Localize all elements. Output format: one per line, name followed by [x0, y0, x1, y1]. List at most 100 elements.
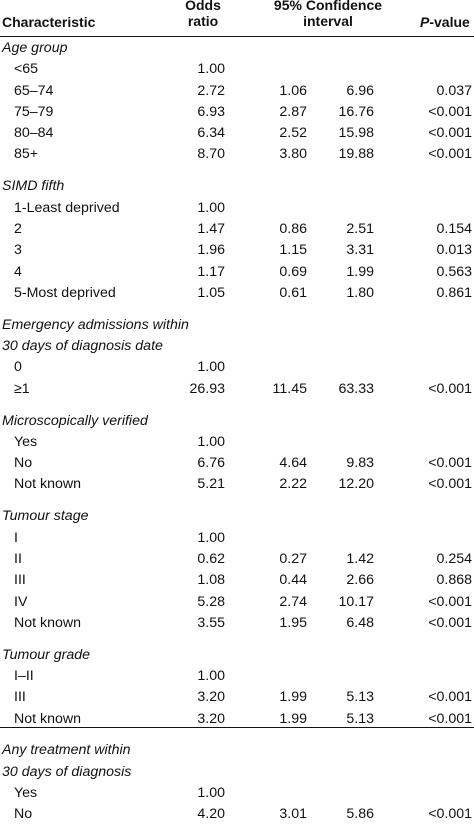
odds-ratio-value: 1.00 [197, 433, 225, 450]
odds-ratio-value: 26.93 [189, 380, 225, 397]
odds-ratio-value: 1.00 [197, 529, 225, 546]
odds-ratio-value: 1.96 [197, 242, 225, 259]
header-ci-line2: interval [303, 13, 353, 29]
odds-ratio-value: 1.05 [197, 284, 225, 301]
p-value: <0.001 [428, 614, 472, 631]
p-value: 0.037 [436, 82, 472, 99]
ci-lower-value: 1.06 [279, 82, 307, 99]
header-p-value: P-value [420, 14, 470, 30]
ci-upper-value: 6.96 [346, 82, 374, 99]
group-title-row: SIMD fifth [0, 176, 474, 197]
odds-ratio-value: 1.00 [197, 199, 225, 216]
table-row: I 1.00 [0, 528, 474, 549]
ci-lower-value: 2.22 [279, 476, 307, 493]
group-title-row: Age group [0, 38, 474, 59]
ci-lower-value: 4.64 [279, 455, 307, 472]
row-label: Yes [14, 785, 38, 802]
odds-ratio-value: 4.20 [197, 806, 225, 823]
row-label: Yes [14, 433, 38, 450]
group-title-row: 30 days of diagnosis [0, 762, 474, 783]
row-label: Not known [14, 710, 82, 727]
ci-upper-value: 12.20 [338, 476, 374, 493]
ci-upper-value: 10.17 [338, 593, 374, 610]
odds-ratio-value: 1.08 [197, 572, 225, 589]
odds-ratio-value: 5.21 [197, 476, 225, 493]
ci-upper-value: 1.99 [346, 263, 374, 280]
group-title-row: Microscopically verified [0, 411, 474, 432]
table-row: IV 5.28 2.74 10.17 <0.001 [0, 592, 474, 613]
table-row: 80–84 6.34 2.52 15.98 <0.001 [0, 123, 474, 144]
table-row: ≥1 26.93 11.45 63.33 <0.001 [0, 379, 474, 400]
group-spacer [0, 634, 474, 645]
p-value: <0.001 [428, 103, 472, 120]
odds-ratio-value: 1.47 [197, 220, 225, 237]
ci-upper-value: 1.42 [346, 550, 374, 567]
p-value: <0.001 [428, 146, 472, 163]
row-label: II [14, 550, 22, 567]
p-value: <0.001 [428, 689, 472, 706]
odds-ratio-value: 1.00 [197, 359, 225, 376]
group-title-row: Tumour stage [0, 506, 474, 527]
header-rule [0, 36, 474, 37]
row-label: III [14, 689, 26, 706]
table-body: Age group <65 1.00 65–74 2.72 1.06 6.96 0.037 75… [0, 38, 474, 826]
odds-ratio-value: 3.55 [197, 614, 225, 631]
odds-ratio-value: 1.00 [197, 785, 225, 802]
ci-upper-value: 5.13 [346, 710, 374, 727]
table-row: Yes 1.00 [0, 432, 474, 453]
p-value: 0.563 [436, 263, 472, 280]
p-value: 0.013 [436, 242, 472, 259]
table-row: 2 1.47 0.86 2.51 0.154 [0, 219, 474, 240]
ci-upper-value: 6.48 [346, 614, 374, 631]
group-title-row: 30 days of diagnosis date [0, 336, 474, 357]
ci-upper-value: 2.66 [346, 572, 374, 589]
group-title: SIMD fifth [2, 178, 65, 195]
odds-ratio-value: 5.28 [197, 593, 225, 610]
ci-lower-value: 2.87 [279, 103, 307, 120]
odds-ratio-value: 2.72 [197, 82, 225, 99]
table-row: 85+ 8.70 3.80 19.88 <0.001 [0, 144, 474, 165]
ci-upper-value: 9.83 [346, 455, 374, 472]
table-row: 0 1.00 [0, 357, 474, 378]
table-row: 5-Most deprived 1.05 0.61 1.80 0.861 [0, 283, 474, 304]
ci-upper-value: 15.98 [338, 125, 374, 142]
table-row: 1-Least deprived 1.00 [0, 198, 474, 219]
row-label: 5-Most deprived [14, 284, 116, 301]
ci-upper-value: 5.86 [346, 806, 374, 823]
ci-upper-value: 2.51 [346, 220, 374, 237]
row-label: No [14, 455, 33, 472]
group-title: Any treatment within [2, 742, 131, 759]
odds-ratio-value: 6.93 [197, 103, 225, 120]
row-label: Not known [14, 614, 82, 631]
group-title-row: Emergency admissions within [0, 315, 474, 336]
table-row: Not known 3.20 1.99 5.13 <0.001 [0, 709, 474, 730]
header-ci-line1: 95% Confidence [273, 0, 383, 13]
p-value: 0.861 [436, 284, 472, 301]
bottom-rule [0, 727, 474, 728]
ci-upper-value: 19.88 [338, 146, 374, 163]
ci-lower-value: 1.15 [279, 242, 307, 259]
row-label: 80–84 [14, 125, 54, 142]
ci-lower-value: 0.69 [279, 263, 307, 280]
ci-lower-value: 1.95 [279, 614, 307, 631]
p-value: <0.001 [428, 593, 472, 610]
row-label: <65 [14, 61, 39, 78]
p-value: 0.868 [436, 572, 472, 589]
header-characteristic: Characteristic [2, 14, 96, 30]
p-value: <0.001 [428, 455, 472, 472]
group-spacer [0, 730, 474, 741]
p-value: <0.001 [428, 806, 472, 823]
row-label: No [14, 806, 33, 823]
ci-lower-value: 2.52 [279, 125, 307, 142]
table-row: 3 1.96 1.15 3.31 0.013 [0, 240, 474, 261]
row-label: 65–74 [14, 82, 54, 99]
row-label: 3 [14, 242, 22, 259]
row-label: ≥1 [14, 380, 30, 397]
odds-ratio-value: 1.00 [197, 667, 225, 684]
group-spacer [0, 496, 474, 507]
group-title: 30 days of diagnosis date [2, 338, 163, 355]
p-value: 0.154 [436, 220, 472, 237]
row-label: 2 [14, 220, 22, 237]
ci-lower-value: 1.99 [279, 689, 307, 706]
